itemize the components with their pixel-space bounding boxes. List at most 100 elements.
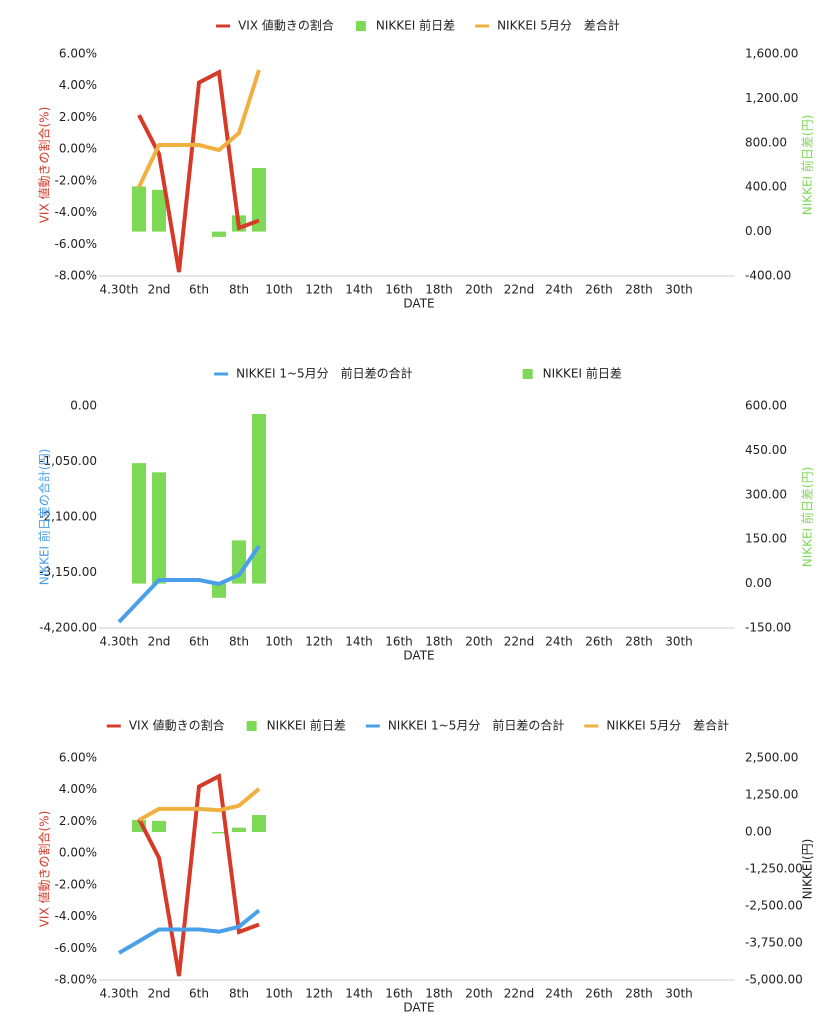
x-tick-label: 16th [385,987,413,1001]
bar [252,167,266,232]
x-tick-label: 24th [545,283,573,297]
legend-label: NIKKEI 前日差 [376,18,455,33]
x-tick-label: 2nd [148,635,171,649]
x-tick-label: 6th [189,283,209,297]
legend-swatch [246,721,257,731]
x-tick-label: 4.30th [99,635,138,649]
legend-item: VIX 値動きの割合 [216,18,334,33]
x-tick-label: 30th [665,635,693,649]
legend-item: NIKKEI 1~5月分 前日差の合計 [365,718,565,733]
y-tick-label: -6.00% [55,941,97,955]
x-tick-label: 8th [229,635,249,649]
x-tick-label: 14th [345,283,373,297]
x-tick-label: 28th [625,987,653,1001]
x-tick-label: 12th [305,987,333,1001]
bar [212,583,226,598]
x-tick-label: 16th [385,283,413,297]
bar [212,832,226,834]
bar [132,463,146,584]
y-tick-label: 4.00% [59,782,97,796]
y-tick-label: -2.00% [55,173,97,187]
legend-label: VIX 値動きの割合 [238,18,334,33]
legend-item: NIKKEI 5月分 差合計 [475,18,620,33]
x-tick-label: 20th [465,283,493,297]
y2-tick-label: -150.00 [745,621,791,635]
x-tick-label: 18th [425,283,453,297]
y-tick-label: -8.00% [55,973,97,987]
x-tick-label: 4.30th [99,283,138,297]
y-tick-label: -4.00% [55,909,97,923]
x-tick-label: 30th [665,283,693,297]
x-tick-label: 4.30th [99,987,138,1001]
y-axis-title: NIKKEI 前日差の合計(円) [37,449,52,586]
legend-label: NIKKEI 前日差 [543,366,622,381]
x-tick-label: 22nd [504,987,535,1001]
bar [152,472,166,584]
x-tick-label: 22nd [504,635,535,649]
x-tick-label: 24th [545,987,573,1001]
x-tick-label: 2nd [148,987,171,1001]
y2-tick-label: 450.00 [745,443,787,457]
x-tick-label: 20th [465,635,493,649]
x-axis-title: DATE [403,297,434,311]
line [137,773,260,977]
x-tick-label: 10th [265,635,293,649]
legend-label: NIKKEI 前日差 [267,718,346,733]
x-tick-label: 6th [189,635,209,649]
x-tick-label: 26th [585,283,613,297]
y2-tick-label: 800.00 [745,135,787,149]
y2-tick-label: 150.00 [745,532,787,546]
y-tick-label: -3,150.00 [39,565,97,579]
x-tick-label: 28th [625,283,653,297]
x-tick-label: 24th [545,635,573,649]
x-tick-label: 12th [305,283,333,297]
y-tick-label: -2,100.00 [39,510,97,524]
y-tick-label: 2.00% [59,110,97,124]
bar [232,827,246,832]
x-tick-label: 28th [625,635,653,649]
x-tick-label: 26th [585,635,613,649]
x-tick-label: 14th [345,987,373,1001]
legend-label: NIKKEI 1~5月分 前日差の合計 [388,718,565,733]
y2-tick-label: 1,250.00 [745,788,798,802]
y2-tick-label: -3,750.00 [745,936,803,950]
legend-item: NIKKEI 1~5月分 前日差の合計 [214,366,413,381]
y-axis-title: VIX 値動きの割合(%) [37,811,52,928]
legend-label: NIKKEI 5月分 差合計 [497,18,620,33]
legend-item: NIKKEI 5月分 差合計 [584,718,729,733]
line [117,544,261,624]
y2-tick-label: -5,000.00 [745,973,803,987]
y2-tick-label: 1,200.00 [745,91,798,105]
y2-tick-label: 1,600.00 [745,47,798,61]
x-tick-label: 10th [265,987,293,1001]
y-tick-label: 6.00% [59,751,97,765]
y2-tick-label: 0.00 [745,224,772,238]
y-tick-label: -1,050.00 [39,454,97,468]
y-tick-label: -6.00% [55,237,97,251]
y2-axis-title: NIKKEI(円) [801,839,815,900]
x-tick-label: 2nd [148,283,171,297]
bar [252,815,266,832]
x-tick-label: 12th [305,635,333,649]
y2-tick-label: -1,250.00 [745,862,803,876]
x-tick-label: 22nd [504,283,535,297]
y2-tick-label: 0.00 [745,825,772,839]
legend-swatch [355,21,366,31]
x-axis-title: DATE [403,649,434,663]
legend-item: NIKKEI 前日差 [355,18,455,33]
line [137,69,260,273]
legend-item: NIKKEI 前日差 [522,366,622,381]
y-tick-label: 4.00% [59,78,97,92]
legend-swatch [522,369,533,379]
x-tick-label: 30th [665,987,693,1001]
y2-tick-label: 400.00 [745,180,787,194]
y2-axis-title: NIKKEI 前日差(円) [800,467,815,568]
y-tick-label: 0.00% [59,142,97,156]
line [138,787,261,822]
y-axis-title: VIX 値動きの割合(%) [37,107,52,224]
y2-tick-label: 2,500.00 [745,751,798,765]
y-tick-label: 0.00 [70,399,97,413]
x-tick-label: 6th [189,987,209,1001]
